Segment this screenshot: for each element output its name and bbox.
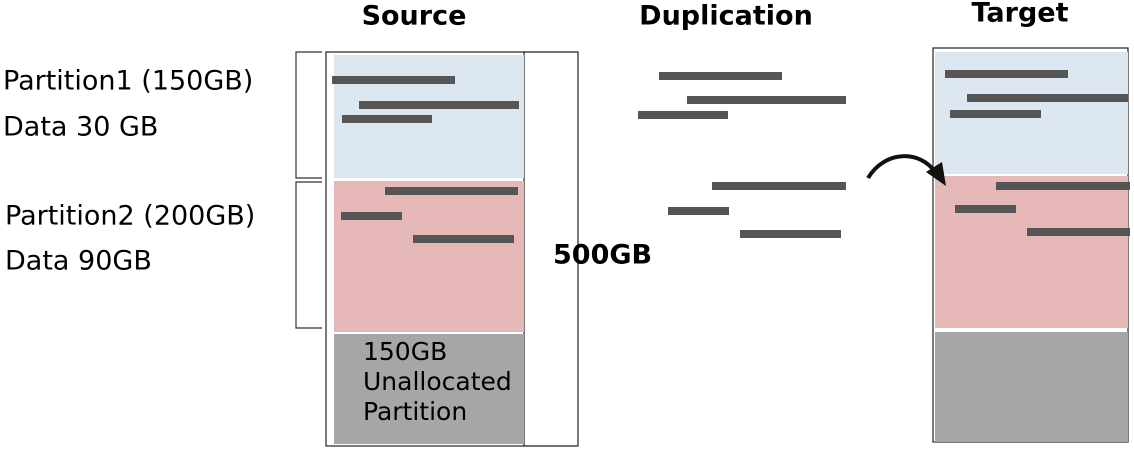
partition-name: Partition2 (200GB) bbox=[5, 201, 255, 232]
partition-name: Partition1 (150GB) bbox=[3, 66, 253, 97]
disk-size: 500GB bbox=[553, 240, 652, 271]
partition-data: Data 30 GB bbox=[3, 112, 158, 143]
source-blocks bbox=[332, 76, 519, 243]
unallocated-label: Partition bbox=[363, 397, 467, 426]
unallocated-label: Unallocated bbox=[363, 367, 512, 396]
arrow bbox=[866, 154, 937, 180]
partition-data: Data 90GB bbox=[5, 246, 152, 277]
partition-2 bbox=[935, 176, 1128, 328]
bracket bbox=[295, 51, 322, 329]
duplication-blocks bbox=[638, 72, 846, 238]
duplication-header: Duplication bbox=[639, 1, 813, 32]
unallocated-label: 150GB bbox=[363, 337, 447, 366]
source-header: Source bbox=[362, 1, 467, 32]
arrow-head bbox=[926, 162, 946, 186]
partition-2 bbox=[334, 181, 524, 332]
target-blocks bbox=[945, 70, 1130, 236]
bracket bbox=[524, 51, 579, 447]
target-header: Target bbox=[971, 0, 1068, 29]
unallocated bbox=[935, 332, 1128, 442]
unallocated bbox=[334, 334, 524, 444]
